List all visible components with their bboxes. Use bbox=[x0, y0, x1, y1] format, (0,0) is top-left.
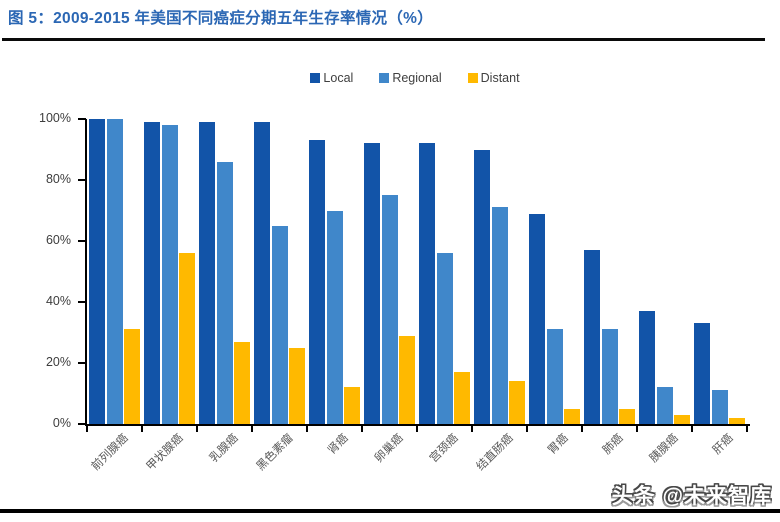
bar-group bbox=[87, 119, 142, 424]
bar-local bbox=[144, 122, 160, 424]
y-axis-tick-label: 60% bbox=[45, 233, 71, 247]
bar-group bbox=[692, 119, 747, 424]
bar-distant bbox=[234, 341, 250, 424]
bar-local bbox=[419, 143, 435, 424]
x-axis-tick bbox=[526, 426, 528, 432]
y-axis-tick bbox=[78, 301, 86, 303]
x-axis-tick bbox=[361, 426, 363, 432]
bar-local bbox=[474, 149, 490, 424]
figure-header: 图 5：2009-2015 年美国不同癌症分期五年生存率情况（%） bbox=[8, 6, 772, 28]
bar-regional bbox=[656, 387, 673, 424]
x-axis-tick bbox=[196, 426, 198, 432]
legend-item-distant: Distant bbox=[467, 71, 520, 85]
x-axis-tick bbox=[416, 426, 418, 432]
y-axis-tick-label: 40% bbox=[45, 294, 71, 308]
bar-regional bbox=[216, 161, 233, 424]
bar-group bbox=[582, 119, 637, 424]
legend-label: Local bbox=[323, 71, 354, 85]
legend-swatch-regional bbox=[379, 73, 390, 83]
bottom-divider-line bbox=[0, 509, 780, 513]
x-axis-tick bbox=[141, 426, 143, 432]
bar-group bbox=[307, 119, 362, 424]
bar-distant bbox=[454, 372, 470, 424]
bar-distant bbox=[289, 347, 305, 424]
x-axis-tick bbox=[251, 426, 253, 432]
x-axis-tick bbox=[691, 426, 693, 432]
bars-row bbox=[87, 119, 747, 424]
bar-group bbox=[417, 119, 472, 424]
legend-item-regional: Regional bbox=[379, 71, 442, 85]
x-axis-tick bbox=[746, 426, 748, 432]
bar-distant bbox=[619, 408, 635, 424]
bar-regional bbox=[601, 329, 618, 424]
x-axis-line bbox=[85, 424, 750, 426]
legend-item-local: Local bbox=[310, 71, 353, 85]
y-axis-tick bbox=[78, 179, 86, 181]
bar-regional bbox=[491, 207, 508, 424]
header-divider-line bbox=[2, 38, 765, 41]
bar-group bbox=[362, 119, 417, 424]
bar-group bbox=[197, 119, 252, 424]
y-axis-tick-label: 0% bbox=[52, 416, 71, 430]
x-axis-tick bbox=[581, 426, 583, 432]
bar-local bbox=[694, 323, 710, 424]
bar-local bbox=[254, 122, 270, 424]
bar-distant bbox=[564, 408, 580, 424]
y-axis-tick bbox=[78, 362, 86, 364]
bar-local bbox=[529, 213, 545, 424]
watermark-text: 头条 @未来智库 bbox=[611, 485, 772, 508]
bar-distant bbox=[344, 387, 360, 424]
legend-label: Distant bbox=[480, 71, 520, 85]
y-axis-tick bbox=[78, 423, 86, 425]
y-axis-tick-label: 80% bbox=[45, 172, 71, 186]
x-axis-tick bbox=[471, 426, 473, 432]
bar-regional bbox=[161, 125, 178, 424]
x-axis-tick bbox=[306, 426, 308, 432]
bar-group bbox=[637, 119, 692, 424]
legend-swatch-distant bbox=[467, 73, 478, 83]
bar-local bbox=[199, 122, 215, 424]
figure-title: 图 5：2009-2015 年美国不同癌症分期五年生存率情况（%） bbox=[8, 10, 434, 27]
y-axis-tick-label: 20% bbox=[45, 355, 71, 369]
bar-local bbox=[309, 140, 325, 424]
bar-group bbox=[472, 119, 527, 424]
bar-regional bbox=[546, 329, 563, 424]
bar-distant bbox=[509, 381, 525, 424]
chart-legend: Local Regional Distant bbox=[85, 71, 745, 85]
x-axis-tick bbox=[636, 426, 638, 432]
bar-regional bbox=[711, 390, 728, 424]
bar-local bbox=[584, 250, 600, 424]
bar-distant bbox=[729, 417, 745, 424]
bar-regional bbox=[106, 119, 123, 424]
bar-distant bbox=[179, 253, 195, 424]
bar-regional bbox=[381, 195, 398, 424]
chart-plot-area: 0% 20% 40% 60% 80% 100% 前列腺癌 甲状腺癌 乳腺癌 黑色素瘤 肾癌 卵巢癌 宫颈… bbox=[39, 111, 750, 473]
y-axis-tick bbox=[78, 240, 86, 242]
y-axis-tick bbox=[78, 118, 86, 120]
bar-regional bbox=[436, 253, 453, 424]
y-axis-tick-label: 100% bbox=[39, 111, 71, 125]
bar-local bbox=[639, 311, 655, 424]
legend-swatch-local bbox=[310, 73, 321, 83]
bar-group bbox=[527, 119, 582, 424]
bar-local bbox=[364, 143, 380, 424]
bar-local bbox=[89, 119, 105, 424]
bar-regional bbox=[271, 225, 288, 424]
bar-group bbox=[142, 119, 197, 424]
bar-group bbox=[252, 119, 307, 424]
bar-distant bbox=[399, 335, 415, 424]
x-axis-tick bbox=[86, 426, 88, 432]
bar-distant bbox=[674, 414, 690, 424]
bar-regional bbox=[326, 210, 343, 424]
bar-distant bbox=[124, 329, 140, 424]
legend-label: Regional bbox=[392, 71, 442, 85]
